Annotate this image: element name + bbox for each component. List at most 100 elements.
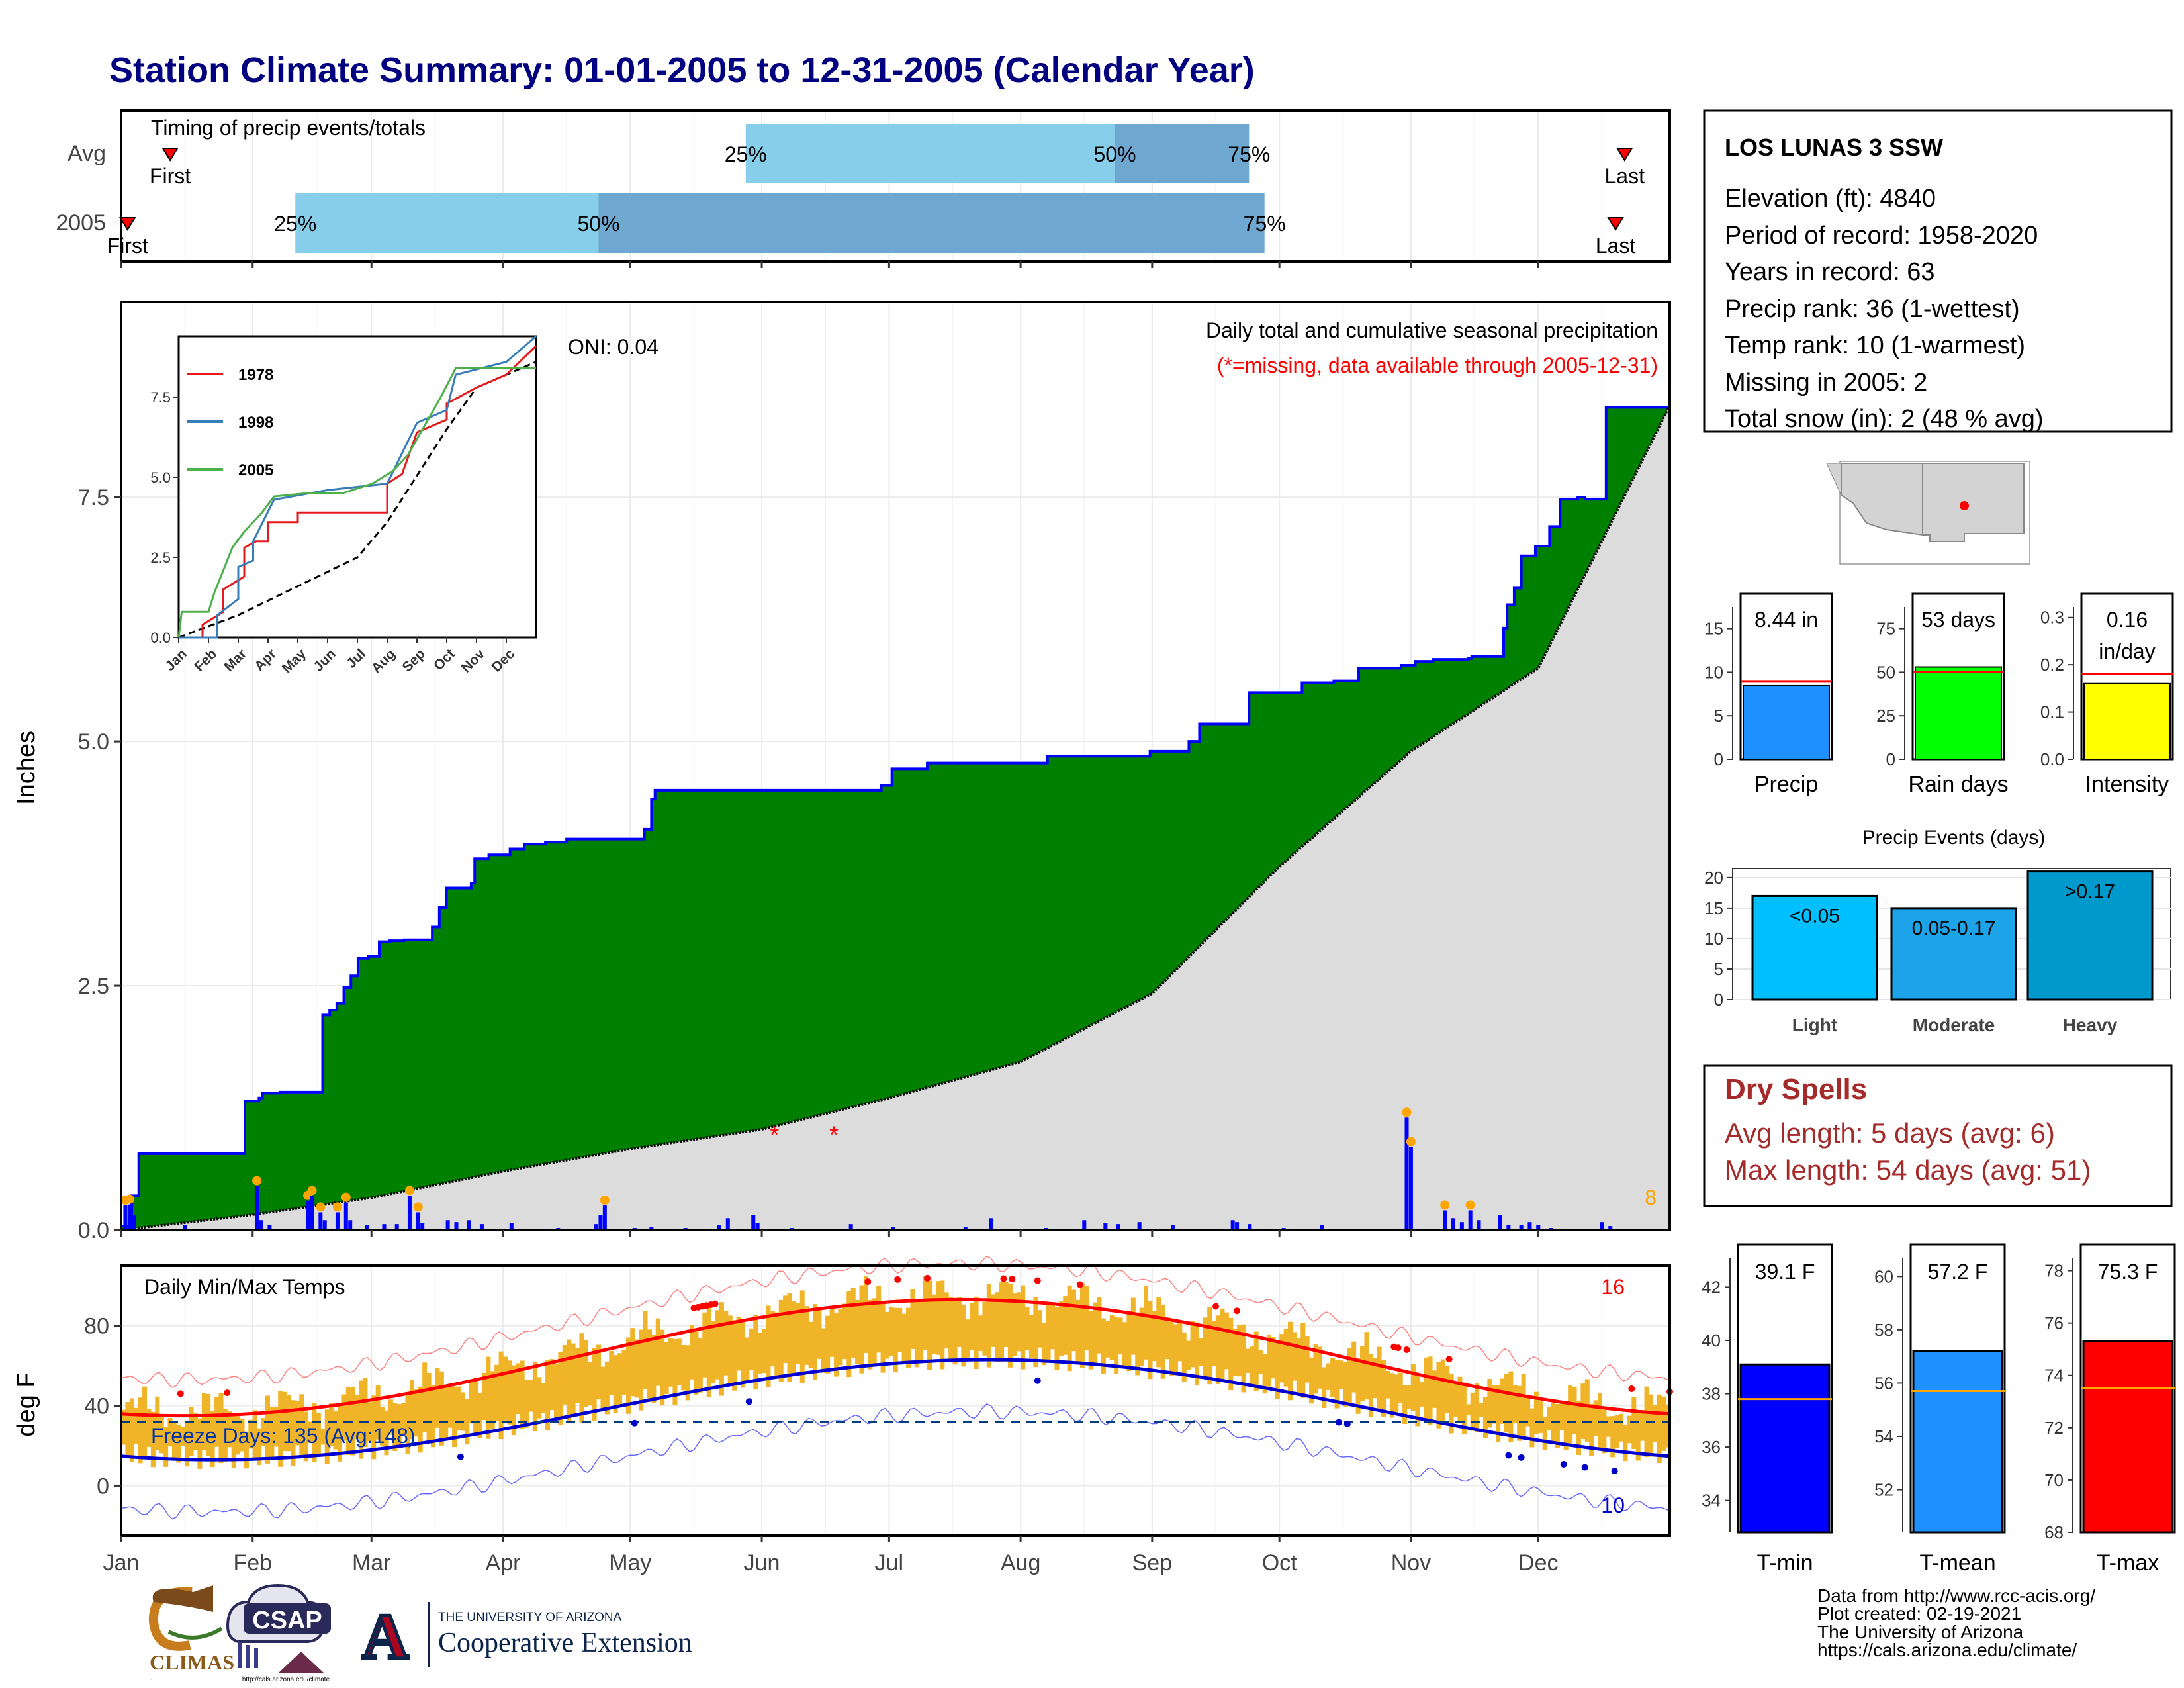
station-name: LOS LUNAS 3 SSW: [1725, 134, 1943, 161]
daily-temp-range-bar: [914, 1299, 919, 1368]
freeze-days-label: Freeze Days: 135 (Avg:148): [151, 1424, 416, 1448]
summary-category-label-0: Precip: [1754, 772, 1818, 797]
daily-temp-range-bar: [1021, 1285, 1026, 1370]
x-tick-label-nov: Nov: [1391, 1550, 1431, 1575]
daily-precip-bar-35: [755, 1223, 760, 1230]
daily-temp-range-bar: [359, 1380, 364, 1459]
daily-temp-range-bar: [1445, 1366, 1450, 1414]
daily-precip-bar-4: [255, 1186, 259, 1230]
daily-temp-range-bar: [333, 1411, 338, 1450]
daily-precip-bar-16: [394, 1224, 399, 1230]
station-total-snow: Total snow (in): 2 (48 % avg): [1725, 405, 2044, 433]
daily-temp-range-bar: [257, 1428, 262, 1466]
daily-temp-range-bar: [1479, 1403, 1484, 1418]
daily-temp-range-bar: [1199, 1338, 1204, 1366]
locator-map: [1826, 461, 2030, 565]
x-tick-label-apr: Apr: [486, 1550, 521, 1575]
daily-precip-bar-33: [725, 1218, 730, 1230]
daily-temp-range-bar: [778, 1299, 784, 1382]
summary-value-label-0: 8.44 in: [1754, 608, 1818, 632]
daily-temp-range-bar: [1071, 1289, 1077, 1352]
daily-temp-range-bar: [1584, 1379, 1590, 1442]
timing-panel: 25% 50% 75% First Last 25% 50% 75% First Last Tim…: [56, 109, 1671, 268]
summary-value-label-2: 0.16: [2107, 608, 2148, 632]
daily-precip-bar-26: [594, 1224, 599, 1230]
daily-temp-range-bar: [1453, 1383, 1459, 1417]
heavy-event-marker-11: [332, 1202, 342, 1212]
daily-temp-range-bar: [312, 1403, 317, 1462]
daily-temp-range-bar: [660, 1329, 665, 1405]
daily-temp-range-bar: [1368, 1354, 1373, 1417]
daily-temp-range-bar: [893, 1307, 898, 1373]
record-high-marker-13: [1034, 1277, 1041, 1284]
daily-temp-range-bar: [655, 1318, 660, 1386]
daily-temp-range-bar: [1304, 1336, 1310, 1383]
daily-temp-range-bar: [1657, 1394, 1662, 1464]
temp-y-axis-label: deg F: [13, 1372, 40, 1436]
daily-temp-range-bar: [825, 1315, 831, 1374]
precip-missing-note: (*=missing, data available through 2005-…: [1217, 353, 1658, 377]
daily-precip-bar-6: [267, 1225, 272, 1230]
daily-temp-range-bar: [1322, 1367, 1327, 1409]
record-low-marker-5: [1343, 1421, 1351, 1428]
daily-temp-range-bar: [511, 1365, 516, 1436]
daily-temp-range-bar: [940, 1280, 945, 1370]
heavy-event-marker-4: [252, 1176, 262, 1186]
daily-temp-range-bar: [1084, 1286, 1089, 1350]
daily-temp-range-bar: [1449, 1374, 1454, 1434]
daily-precip-bar-0: [123, 1205, 128, 1230]
daily-temp-range-bar: [248, 1419, 253, 1449]
daily-temp-range-bar: [762, 1329, 767, 1374]
events-y-tick-label: 20: [1704, 868, 1723, 888]
temp-summary-category-label-2: T-max: [2097, 1550, 2159, 1575]
daily-temp-range-bar: [371, 1395, 377, 1460]
daily-temp-range-bar: [273, 1407, 279, 1447]
daily-temp-range-bar: [685, 1345, 690, 1401]
daily-temp-range-bar: [1512, 1385, 1518, 1423]
daily-temp-range-bar: [1482, 1397, 1488, 1438]
daily-temp-range-bar: [1232, 1329, 1238, 1376]
heavy-event-marker-8: [307, 1186, 317, 1196]
svg-text:A: A: [362, 1601, 409, 1673]
daily-precip-bar-23: [479, 1224, 484, 1230]
daily-temp-range-bar: [799, 1290, 805, 1383]
daily-temp-range-bar: [265, 1395, 270, 1464]
daily-temp-range-bar: [456, 1386, 461, 1430]
record-high-marker-0: [177, 1390, 184, 1397]
daily-temp-range-bar: [838, 1309, 843, 1366]
daily-precip-bar-38: [891, 1227, 895, 1230]
daily-temp-range-bar: [1258, 1350, 1263, 1374]
daily-temp-range-bar: [1237, 1325, 1242, 1377]
daily-temp-range-bar: [520, 1360, 525, 1429]
heavy-event-marker-18: [413, 1202, 423, 1212]
daily-temp-range-bar: [876, 1286, 882, 1353]
timing-quantile-label: 50%: [1093, 142, 1136, 166]
daily-temp-range-bar: [1144, 1286, 1149, 1360]
timing-bars: 25% 50% 75% First Last 25% 50% 75% First Last: [107, 124, 1645, 258]
daily-precip-bar-3: [183, 1225, 187, 1230]
daily-temp-range-bar: [206, 1393, 211, 1456]
daily-temp-range-bar: [341, 1394, 347, 1441]
daily-temp-range-bar: [452, 1386, 457, 1448]
temperature-summary-bars: 34 36 38 40 42 39.1 F T-min 52 54 56 58 60 57.2 F T-m…: [1702, 1243, 2176, 1575]
temp-y-ticks: 0 40 80: [84, 1314, 121, 1499]
daily-temp-range-bar: [502, 1356, 508, 1421]
daily-temp-range-bar: [834, 1313, 839, 1377]
daily-temp-range-bar: [486, 1356, 491, 1439]
temp-summary-y-tick-label: 40: [1702, 1331, 1721, 1350]
daily-temp-range-bar: [1406, 1385, 1412, 1409]
daily-temp-range-bar: [125, 1402, 130, 1456]
temp-summary-category-label-0: T-min: [1757, 1550, 1813, 1575]
daily-precip-bar-11: [335, 1212, 340, 1230]
daily-temp-range-bar: [236, 1413, 241, 1455]
daily-temp-range-bar: [193, 1413, 198, 1450]
daily-temp-range-bar: [396, 1404, 402, 1448]
daily-temp-range-bar: [1114, 1317, 1119, 1375]
logos: CLIMAS . CSAP http://cals.arizona.edu/cl…: [148, 1583, 692, 1683]
daily-temp-range-bar: [974, 1296, 979, 1370]
daily-temp-range-bar: [986, 1284, 991, 1368]
temp-panel-title: Daily Min/Max Temps: [144, 1275, 345, 1299]
daily-temp-range-bar: [719, 1302, 724, 1396]
record-low-line: [120, 1403, 1670, 1520]
daily-temp-range-bar: [435, 1368, 440, 1428]
